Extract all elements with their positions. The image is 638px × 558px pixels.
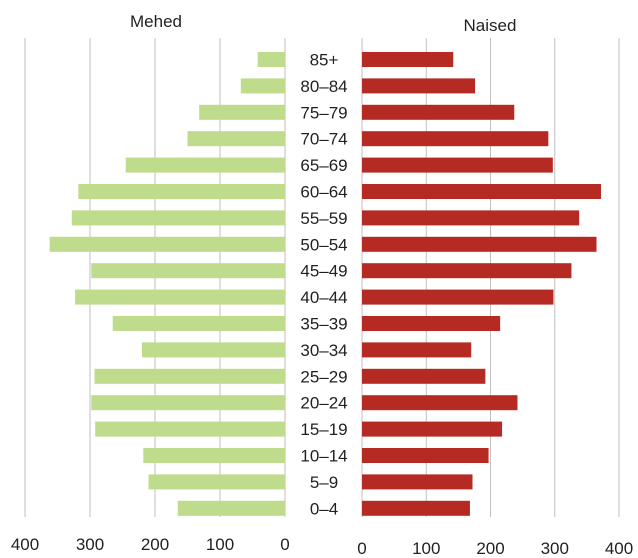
x-tick-label-right: 400 [605, 539, 633, 558]
age-group-label: 70–74 [300, 130, 347, 149]
bar-naised [362, 421, 503, 437]
bar-naised [362, 210, 580, 226]
age-group-labels: 0–4 5–9 10–14 15–19 20–24 25–29 30–34 35–39 40–4… [300, 51, 347, 519]
bar-naised [362, 52, 454, 67]
bar-mehed [78, 184, 285, 199]
age-group-label: 15–19 [300, 420, 347, 439]
x-tick-label-right: 200 [476, 539, 504, 558]
bar-naised [362, 184, 602, 199]
bar-mehed [143, 448, 285, 463]
age-group-label: 65–69 [300, 156, 347, 175]
bar-naised [362, 289, 554, 305]
age-group-label: 60–64 [300, 183, 347, 202]
bar-mehed [112, 316, 285, 331]
age-group-label: 0–4 [310, 499, 338, 518]
bar-naised [362, 263, 572, 279]
axis-tick-labels: 400 300 200 100 0 0 100 200 300 400 [11, 535, 633, 558]
bar-naised [362, 342, 472, 358]
bar-naised [362, 104, 515, 120]
bar-mehed [142, 342, 285, 358]
x-tick-label-left: 300 [76, 535, 104, 554]
x-tick-label-right: 0 [357, 539, 366, 558]
age-group-label: 40–44 [300, 288, 347, 307]
x-tick-label-left: 200 [141, 535, 169, 554]
bar-mehed [240, 78, 285, 94]
bar-mehed [49, 236, 286, 252]
bar-naised [362, 131, 549, 147]
age-group-label: 85+ [310, 51, 339, 70]
x-tick-label-left: 0 [280, 535, 289, 554]
age-group-label: 5–9 [310, 473, 338, 492]
bar-mehed [75, 289, 285, 305]
right-series-title: Naised [464, 16, 517, 35]
bar-mehed [95, 421, 285, 437]
x-tick-label-right: 300 [541, 539, 569, 558]
mehed-bars [49, 52, 286, 516]
bar-mehed [177, 500, 285, 516]
bar-naised [362, 157, 553, 173]
age-group-label: 30–34 [300, 341, 347, 360]
bar-naised [362, 474, 473, 490]
age-group-label: 55–59 [300, 209, 347, 228]
x-tick-label-left: 100 [206, 535, 234, 554]
x-tick-label-left: 400 [11, 535, 39, 554]
bar-mehed [125, 157, 285, 173]
age-group-label: 25–29 [300, 367, 347, 386]
bar-mehed [71, 210, 285, 226]
left-series-title: Mehed [130, 12, 182, 31]
bar-mehed [91, 395, 285, 411]
bar-mehed [257, 52, 285, 67]
age-group-label: 45–49 [300, 262, 347, 281]
age-group-label: 35–39 [300, 315, 347, 334]
age-group-label: 75–79 [300, 103, 347, 122]
bar-mehed [94, 368, 285, 384]
bar-naised [362, 500, 470, 516]
x-tick-label-right: 100 [412, 539, 440, 558]
age-group-label: 80–84 [300, 77, 347, 96]
bar-naised [362, 316, 501, 331]
bar-naised [362, 78, 476, 94]
age-group-label: 50–54 [300, 235, 347, 254]
age-group-label: 10–14 [300, 447, 347, 466]
bar-mehed [91, 263, 285, 279]
age-group-label: 20–24 [300, 394, 347, 413]
bar-naised [362, 368, 486, 384]
naised-bars [362, 52, 602, 516]
bar-naised [362, 395, 518, 411]
bar-mehed [187, 131, 285, 147]
bar-mehed [199, 104, 285, 120]
bar-naised [362, 448, 489, 463]
bar-naised [362, 236, 597, 252]
bar-mehed [148, 474, 285, 490]
